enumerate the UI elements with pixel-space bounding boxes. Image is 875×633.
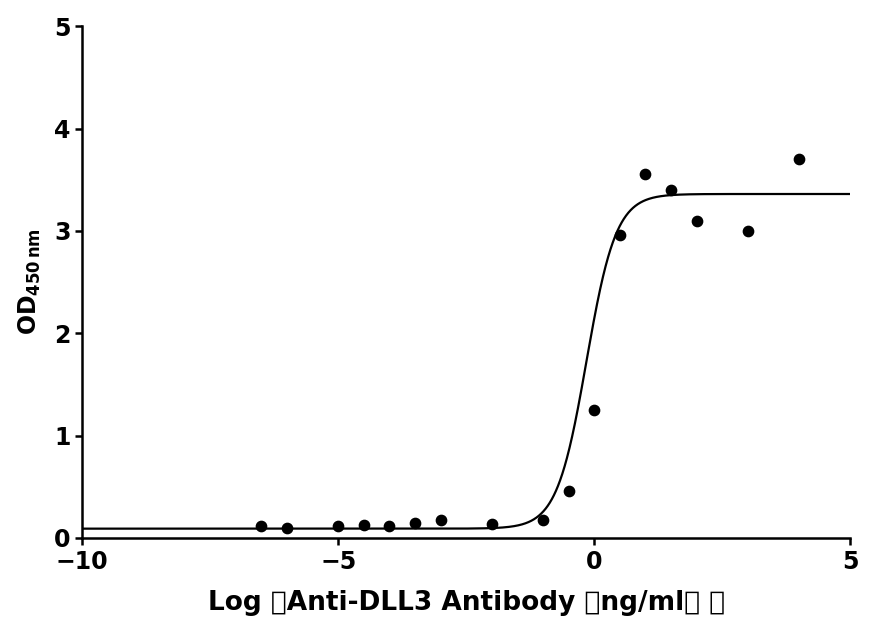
Point — [332, 520, 346, 530]
Point — [741, 226, 755, 236]
Y-axis label: $\mathbf{OD_{450\,nm}}$: $\mathbf{OD_{450\,nm}}$ — [17, 229, 43, 335]
Point — [612, 230, 626, 240]
Point — [639, 168, 653, 179]
Point — [690, 216, 704, 226]
Point — [382, 520, 396, 530]
Point — [792, 154, 806, 165]
Point — [357, 520, 371, 530]
Point — [255, 520, 269, 530]
Point — [664, 185, 678, 195]
Point — [280, 523, 294, 533]
Point — [587, 405, 601, 415]
Point — [434, 515, 448, 525]
Point — [408, 517, 422, 527]
Point — [485, 518, 499, 529]
X-axis label: Log （Anti-DLL3 Antibody （ng/ml） ）: Log （Anti-DLL3 Antibody （ng/ml） ） — [207, 591, 724, 617]
Point — [536, 515, 550, 525]
Point — [562, 486, 576, 496]
